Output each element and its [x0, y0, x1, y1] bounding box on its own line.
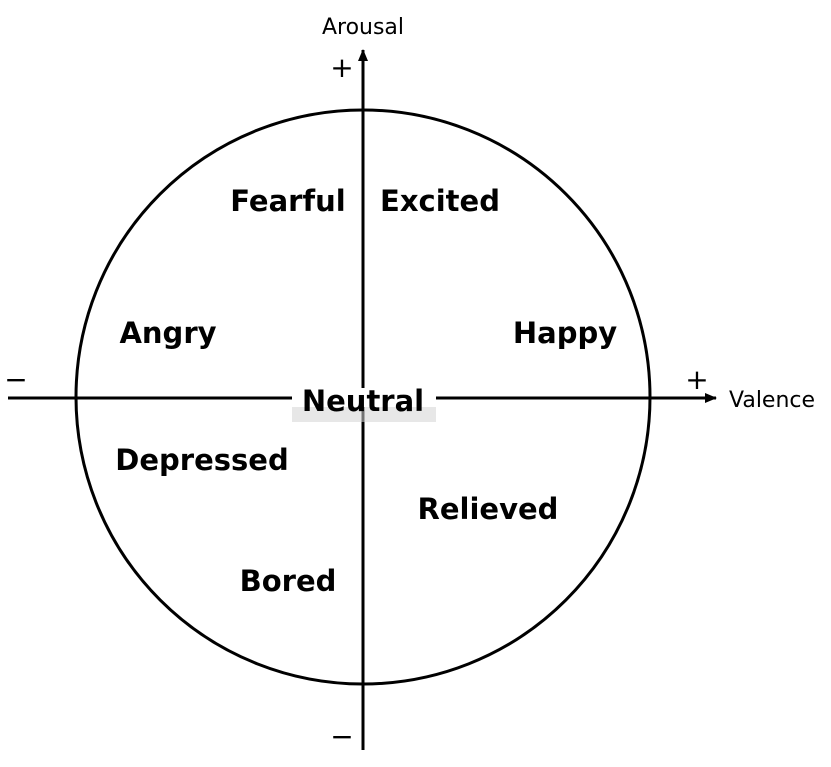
- valence-negative-sign: −: [4, 363, 27, 396]
- emotion-happy: Happy: [513, 316, 617, 350]
- arousal-positive-sign: +: [330, 51, 353, 84]
- arousal-negative-sign: −: [330, 720, 353, 753]
- emotion-excited: Excited: [380, 184, 500, 218]
- emotion-bored: Bored: [240, 564, 337, 598]
- emotion-relieved: Relieved: [418, 492, 559, 526]
- emotion-angry: Angry: [119, 316, 216, 350]
- neutral-label-bg: [292, 388, 436, 407]
- valence-axis-title: Valence: [729, 388, 815, 413]
- emotion-fearful: Fearful: [230, 184, 345, 218]
- emotion-depressed: Depressed: [115, 443, 288, 477]
- neutral-label: Neutral: [302, 384, 424, 418]
- arousal-axis-title: Arousal: [322, 15, 404, 40]
- valence-positive-sign: +: [685, 363, 708, 396]
